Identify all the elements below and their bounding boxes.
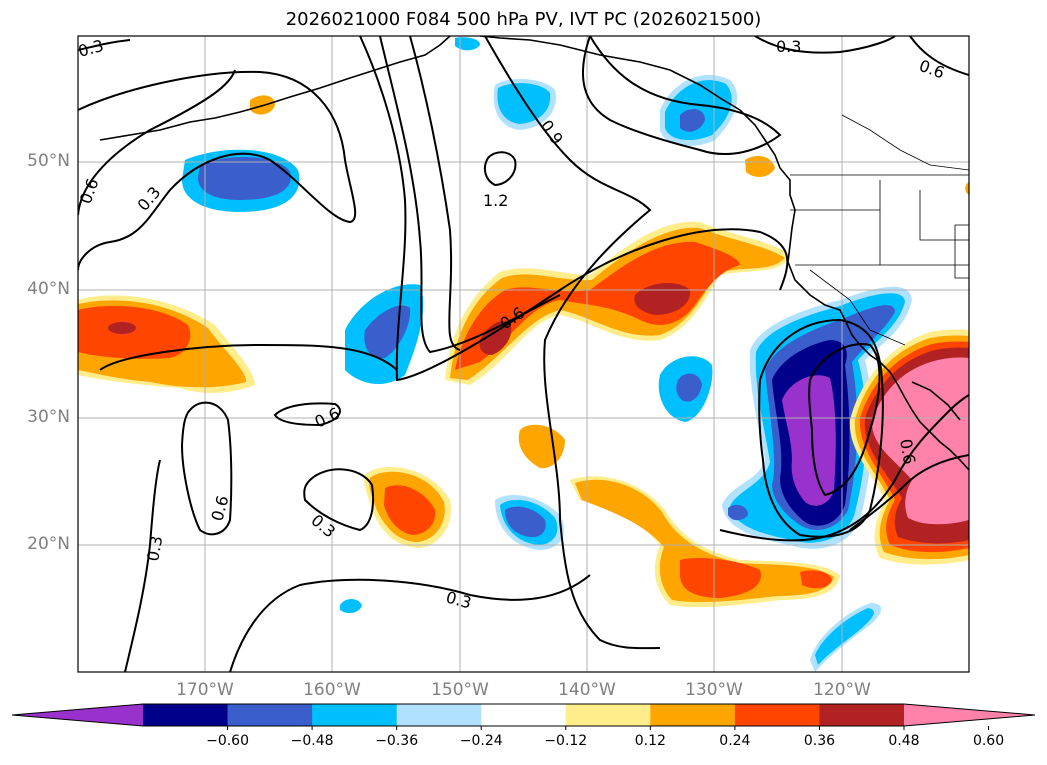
lat-label-30n: 30°N	[27, 407, 70, 427]
colorbar-swatch	[565, 704, 651, 726]
colorbar-tick-label: 0.12	[634, 733, 666, 749]
ivt-positive-band	[575, 479, 834, 603]
lon-label-150w: 150°W	[431, 680, 489, 700]
lat-label-50n: 50°N	[27, 151, 70, 171]
colorbar-tick-label: −0.36	[375, 733, 419, 749]
contour-label: 1.2	[483, 191, 508, 210]
contour-label: 0.6	[76, 176, 103, 206]
ivt-negative-core	[782, 375, 836, 506]
ivt-positive-core	[108, 322, 136, 334]
ivt-positive-band	[455, 241, 740, 370]
colorbar-swatch	[734, 704, 820, 726]
colorbar-tick-label: 0.24	[719, 733, 751, 749]
ivt-positive-core	[479, 320, 512, 355]
ivt-positive-blob	[745, 156, 775, 177]
map-frame	[77, 35, 970, 673]
contour-label: 0.3	[776, 37, 801, 56]
colorbar-tick-label: 0.36	[803, 733, 836, 749]
ivt-positive-band	[680, 558, 761, 598]
ivt-negative-blob	[728, 504, 748, 521]
ivt-positive-core	[634, 283, 691, 315]
contour-label: 0.6	[896, 437, 919, 465]
lat-label-20n: 20°N	[27, 534, 70, 554]
colorbar-tick-label: −0.48	[290, 733, 334, 749]
contour-label: 0.3	[444, 588, 474, 613]
colorbar-tick-label: −0.24	[459, 733, 503, 749]
lon-label-170w: 170°W	[176, 680, 234, 700]
colorbar-outline	[11, 703, 1036, 727]
state-borders	[790, 114, 969, 346]
colorbar-swatch	[396, 704, 482, 726]
contour-label: 0.6	[917, 56, 947, 83]
ivt-positive-blob	[384, 485, 436, 535]
colorbar-swatch	[227, 704, 313, 726]
ivt-negative-blob	[676, 373, 702, 402]
colorbar-extend-max	[904, 704, 1035, 726]
colorbar-tick-label: −0.60	[206, 733, 249, 749]
ivt-positive-band	[800, 570, 832, 589]
lon-label-160w: 160°W	[303, 680, 361, 700]
ivt-positive-blob	[965, 182, 969, 195]
lon-label-120w: 120°W	[813, 680, 871, 700]
colorbar-tick-label: 0.60	[972, 733, 1005, 749]
ivt-negative-blob	[198, 156, 291, 200]
contour-label: 0.3	[143, 534, 166, 562]
colorbar-swatch	[481, 704, 567, 726]
contour-label: 0.3	[134, 183, 165, 215]
colorbar-swatch	[312, 704, 398, 726]
lat-label-40n: 40°N	[27, 279, 70, 299]
colorbar-swatch	[650, 704, 736, 726]
map-title: 2026021000 F084 500 hPa PV, IVT PC (2026…	[285, 9, 762, 30]
ivt-shading	[78, 37, 969, 672]
lon-label-140w: 140°W	[558, 680, 616, 700]
ivt-negative-blob	[455, 37, 480, 51]
ivt-negative-blob	[497, 83, 551, 124]
colorbar-extend-min	[12, 704, 143, 726]
ivt-negative-blob	[505, 506, 546, 538]
colorbar	[11, 703, 1036, 730]
colorbar-tick-label: 0.48	[888, 733, 920, 749]
colorbar-swatch	[143, 704, 229, 726]
ivt-negative-blob	[680, 108, 705, 132]
ivt-positive-blob	[518, 424, 565, 469]
contour-label: 0.3	[76, 36, 106, 61]
ivt-negative-blob	[340, 599, 362, 614]
contour-label: 0.6	[208, 494, 233, 524]
colorbar-swatch	[819, 704, 905, 726]
contour-label: 0.3	[307, 511, 339, 542]
colorbar-tick-label: −0.12	[544, 733, 588, 749]
ivt-negative-blob	[815, 608, 874, 665]
pv-contours	[78, 36, 969, 672]
map-area: 0.3 0.6 0.3 0.6 1.2 0.9 0.3 0.6 0.6 0.6 …	[76, 36, 969, 672]
lon-label-130w: 130°W	[685, 680, 743, 700]
ivt-positive-blob	[78, 305, 191, 359]
